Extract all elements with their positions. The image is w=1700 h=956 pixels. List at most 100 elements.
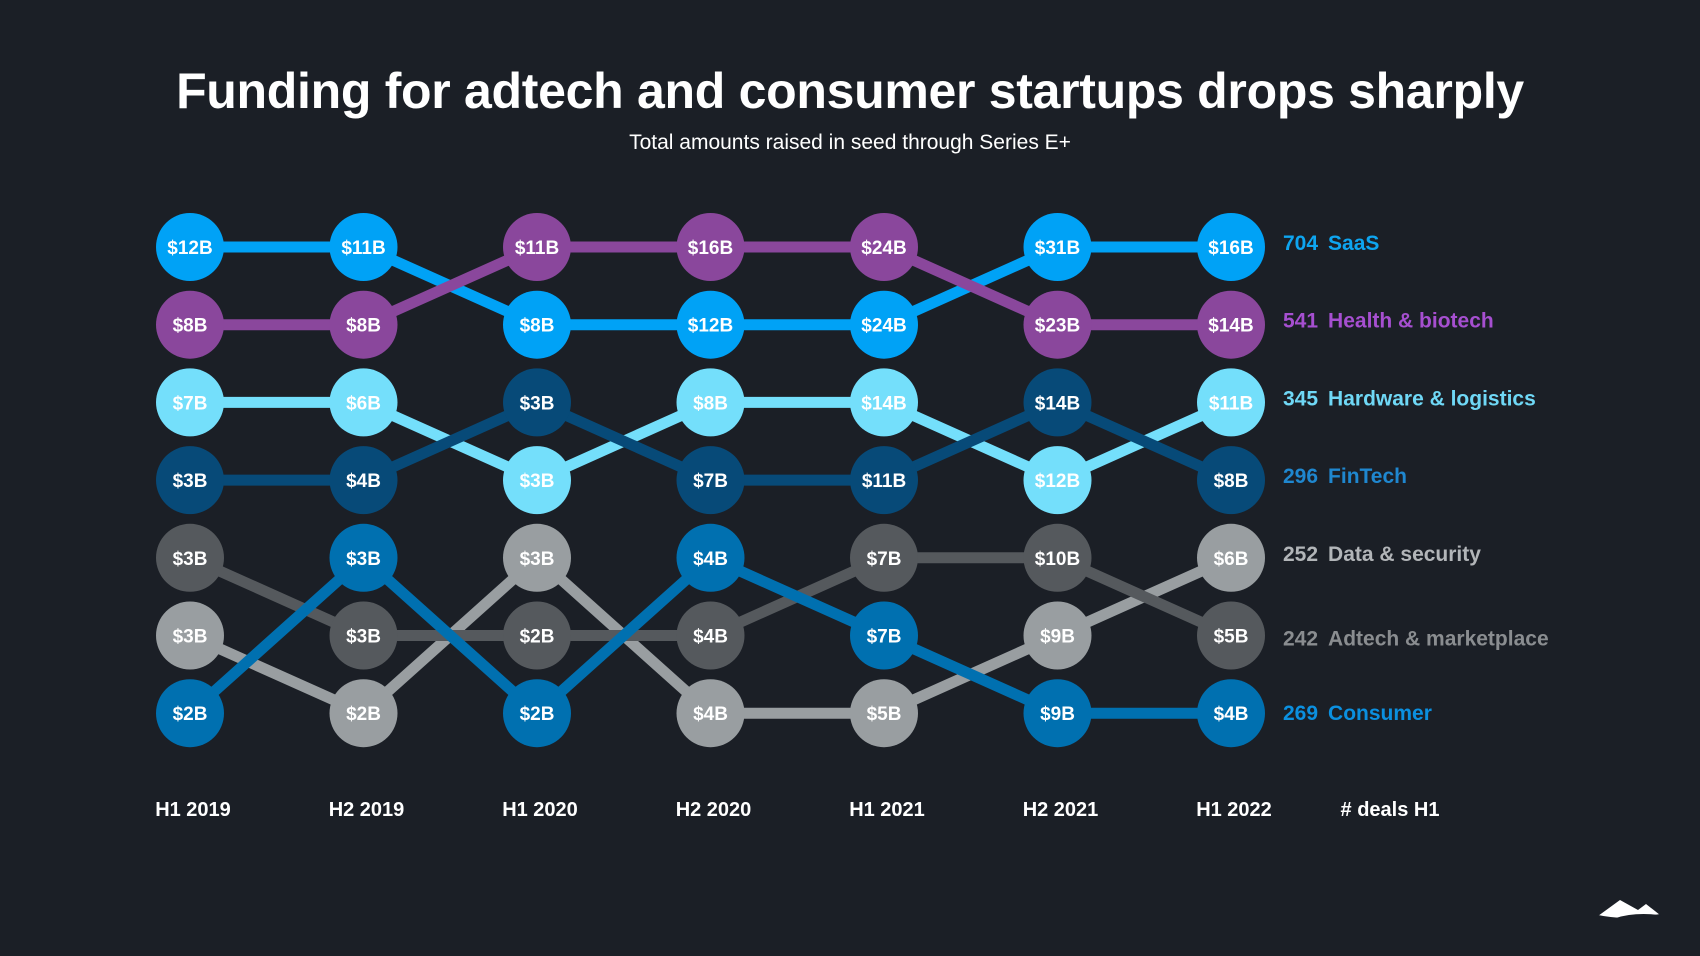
chart-subtitle: Total amounts raised in seed through Ser… <box>629 131 1071 154</box>
data-label: $3B <box>520 471 555 492</box>
data-label: $24B <box>861 316 906 337</box>
period-label: H1 2020 <box>502 799 578 821</box>
data-point <box>1023 213 1092 281</box>
deals-header: # deals H1 <box>1341 799 1440 821</box>
data-point <box>503 679 571 748</box>
data-label: $12B <box>1035 471 1080 492</box>
data-label: $7B <box>173 393 208 414</box>
data-label: $8B <box>173 316 208 337</box>
data-point <box>329 446 398 515</box>
period-label: H1 2021 <box>849 799 925 821</box>
data-label: $10B <box>1035 549 1080 570</box>
data-point <box>850 368 918 437</box>
data-point <box>329 368 398 437</box>
data-point <box>676 679 745 748</box>
data-label: $5B <box>867 704 902 725</box>
data-point <box>676 523 745 592</box>
data-point <box>156 368 224 437</box>
series-name: FinTech <box>1328 465 1407 488</box>
data-label: $6B <box>1214 549 1249 570</box>
data-point <box>676 290 745 359</box>
data-label: $8B <box>520 316 555 337</box>
deal-count: 541 <box>1283 310 1318 333</box>
data-point <box>850 290 918 359</box>
data-point <box>329 523 398 592</box>
data-label: $3B <box>346 549 381 570</box>
deal-count: 242 <box>1283 628 1318 651</box>
series-legend-label: 269 Consumer <box>1283 702 1432 725</box>
data-point <box>676 601 745 670</box>
data-point <box>503 368 571 437</box>
data-label: $9B <box>1040 704 1075 725</box>
data-point <box>1197 213 1265 281</box>
data-label: $7B <box>693 471 728 492</box>
data-label: $16B <box>688 238 733 259</box>
data-point <box>850 679 918 748</box>
data-point <box>1197 523 1265 592</box>
data-label: $4B <box>346 471 381 492</box>
data-label: $11B <box>341 238 385 259</box>
data-point <box>850 601 918 670</box>
data-label: $14B <box>1208 316 1253 337</box>
series-legend-label: 541 Health & biotech <box>1283 310 1494 333</box>
data-point <box>1023 679 1092 748</box>
data-label: $8B <box>346 316 381 337</box>
data-label: $9B <box>1040 627 1075 648</box>
data-label: $7B <box>867 549 902 570</box>
deal-count: 296 <box>1283 465 1318 488</box>
period-label: H1 2022 <box>1196 799 1272 821</box>
data-label: $3B <box>520 393 555 414</box>
data-label: $4B <box>693 627 728 648</box>
data-label: $3B <box>346 627 381 648</box>
period-label: H2 2019 <box>329 799 405 821</box>
data-point <box>329 601 398 670</box>
data-label: $2B <box>173 704 208 725</box>
data-label: $7B <box>867 627 902 648</box>
data-label: $2B <box>520 704 555 725</box>
deal-count: 345 <box>1283 387 1318 410</box>
data-label: $3B <box>520 549 555 570</box>
chart-title: Funding for adtech and consumer startups… <box>176 63 1524 119</box>
data-point <box>156 290 224 359</box>
data-label: $3B <box>173 471 208 492</box>
data-label: $11B <box>862 471 906 492</box>
data-point <box>1197 446 1265 515</box>
data-point <box>1197 601 1265 670</box>
data-label: $8B <box>693 393 728 414</box>
data-point <box>1023 446 1092 515</box>
data-point <box>156 523 224 592</box>
series-legend-label: 704 SaaS <box>1283 232 1379 255</box>
data-label: $24B <box>861 238 906 259</box>
data-point <box>503 213 571 281</box>
data-label: $4B <box>693 704 728 725</box>
data-point <box>329 679 398 748</box>
data-point <box>850 213 918 281</box>
data-label: $8B <box>1214 471 1249 492</box>
period-label: H2 2021 <box>1023 799 1099 821</box>
data-point <box>850 523 918 592</box>
data-label: $16B <box>1208 238 1253 259</box>
series-legend-label: 345 Hardware & logistics <box>1283 387 1536 410</box>
data-point <box>329 290 398 359</box>
data-label: $3B <box>173 627 208 648</box>
data-label: $12B <box>688 316 733 337</box>
period-label: H2 2020 <box>676 799 752 821</box>
data-label: $3B <box>173 549 208 570</box>
data-label: $4B <box>693 549 728 570</box>
data-point <box>329 213 398 281</box>
data-label: $14B <box>1035 393 1080 414</box>
data-label: $23B <box>1035 316 1080 337</box>
data-point <box>676 368 745 437</box>
data-point <box>156 679 224 748</box>
data-label: $4B <box>1214 704 1249 725</box>
period-label: H1 2019 <box>155 799 231 821</box>
data-point <box>156 446 224 515</box>
data-label: $31B <box>1035 238 1080 259</box>
data-label: $5B <box>1214 627 1249 648</box>
data-point <box>156 601 224 670</box>
series-legend-label: 296 FinTech <box>1283 465 1407 488</box>
deal-count: 269 <box>1283 702 1318 725</box>
data-label: $6B <box>346 393 381 414</box>
data-point <box>503 601 571 670</box>
